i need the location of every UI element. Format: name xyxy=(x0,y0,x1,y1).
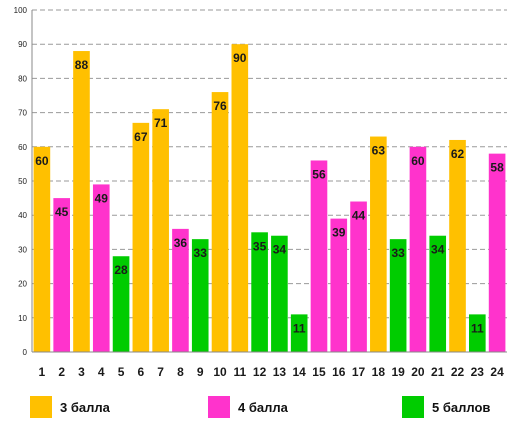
y-tick-label: 60 xyxy=(18,143,27,152)
data-label: 60 xyxy=(411,154,425,168)
data-label: 58 xyxy=(490,161,504,175)
legend-label: 3 балла xyxy=(60,400,111,415)
data-label: 34 xyxy=(273,243,287,257)
bar-21 xyxy=(429,235,447,352)
data-label: 62 xyxy=(451,147,465,161)
bar-23 xyxy=(469,314,486,352)
bar-3 xyxy=(73,51,90,352)
data-label: 11 xyxy=(471,321,484,335)
bar-5 xyxy=(112,256,130,352)
y-tick-label: 70 xyxy=(18,109,27,118)
bar-14 xyxy=(290,314,308,352)
legend: 3 балла 4 балла 5 баллов xyxy=(30,396,490,418)
data-label: 45 xyxy=(55,205,69,219)
legend-swatch xyxy=(208,396,230,418)
x-tick-label: 8 xyxy=(177,365,184,379)
data-label: 49 xyxy=(95,191,109,205)
x-tick-label: 22 xyxy=(451,365,465,379)
x-tick-label: 4 xyxy=(98,365,105,379)
x-tick-label: 12 xyxy=(253,365,267,379)
data-label: 88 xyxy=(75,58,89,72)
data-label: 60 xyxy=(35,154,49,168)
x-tick-label: 21 xyxy=(431,365,445,379)
data-label: 39 xyxy=(332,226,346,240)
bar-6 xyxy=(132,122,150,352)
bars xyxy=(33,44,506,353)
bar-9 xyxy=(191,239,209,352)
y-tick-label: 90 xyxy=(18,40,27,49)
y-tick-label: 50 xyxy=(18,177,27,186)
data-label: 67 xyxy=(134,130,148,144)
x-tick-label: 24 xyxy=(490,365,504,379)
y-tick-label: 20 xyxy=(18,280,27,289)
bar-13 xyxy=(271,235,288,352)
x-tick-label: 19 xyxy=(391,365,405,379)
x-tick-label: 5 xyxy=(118,365,125,379)
data-label: 90 xyxy=(233,51,247,65)
legend-label: 5 баллов xyxy=(432,400,490,415)
data-label: 11 xyxy=(293,321,306,335)
bar-15 xyxy=(310,160,328,352)
data-label: 35 xyxy=(253,239,267,253)
x-tick-label: 16 xyxy=(332,365,346,379)
x-tick-label: 20 xyxy=(411,365,425,379)
data-label: 34 xyxy=(431,243,445,257)
bar-19 xyxy=(389,239,407,352)
data-label: 33 xyxy=(391,246,405,260)
gridlines xyxy=(32,9,507,319)
bar-1 xyxy=(33,146,51,352)
data-label: 63 xyxy=(372,144,386,158)
y-tick-label: 80 xyxy=(18,74,27,83)
y-tick-label: 10 xyxy=(18,314,27,323)
x-tick-label: 7 xyxy=(157,365,164,379)
x-tick-label: 15 xyxy=(312,365,326,379)
bar-18 xyxy=(370,136,387,352)
y-tick-label: 40 xyxy=(18,211,27,220)
bar-8 xyxy=(172,228,189,352)
bar-10 xyxy=(211,92,229,352)
bar-7 xyxy=(152,109,169,353)
y-tick-label: 100 xyxy=(14,6,28,15)
data-label: 71 xyxy=(154,116,168,130)
x-tick-label: 14 xyxy=(293,365,307,379)
x-tick-label: 11 xyxy=(233,365,246,379)
x-tick-label: 9 xyxy=(197,365,204,379)
legend-swatch xyxy=(30,396,52,418)
x-tick-label: 18 xyxy=(372,365,386,379)
legend-label: 4 балла xyxy=(238,400,289,415)
x-tick-label: 6 xyxy=(138,365,145,379)
data-label: 28 xyxy=(114,263,128,277)
x-tick-label: 3 xyxy=(78,365,85,379)
x-tick-label: 13 xyxy=(273,365,287,379)
y-tick-label: 0 xyxy=(23,348,28,357)
bar-16 xyxy=(330,218,348,352)
bar-12 xyxy=(251,232,268,352)
data-label: 33 xyxy=(194,246,208,260)
bar-11 xyxy=(231,44,249,352)
data-label: 36 xyxy=(174,236,188,250)
x-tick-label: 2 xyxy=(58,365,65,379)
x-tick-label: 23 xyxy=(471,365,485,379)
data-label: 56 xyxy=(312,167,326,181)
data-label: 44 xyxy=(352,209,366,223)
x-tick-label: 10 xyxy=(213,365,227,379)
data-labels: 60 45 88 49 28 67 71 36 33 76 90 35 34 11 56 39 44 63 33 60… xyxy=(35,51,504,335)
bar-2 xyxy=(53,198,70,352)
bar-17 xyxy=(350,201,367,352)
bar-24 xyxy=(488,153,506,352)
legend-swatch xyxy=(402,396,424,418)
bar-22 xyxy=(449,139,466,352)
y-tick-label: 30 xyxy=(18,245,27,254)
bar-4 xyxy=(92,184,110,352)
bar-20 xyxy=(409,146,427,352)
x-tick-label: 1 xyxy=(39,365,46,379)
data-label: 76 xyxy=(213,99,227,113)
x-tick-label: 17 xyxy=(352,365,366,379)
